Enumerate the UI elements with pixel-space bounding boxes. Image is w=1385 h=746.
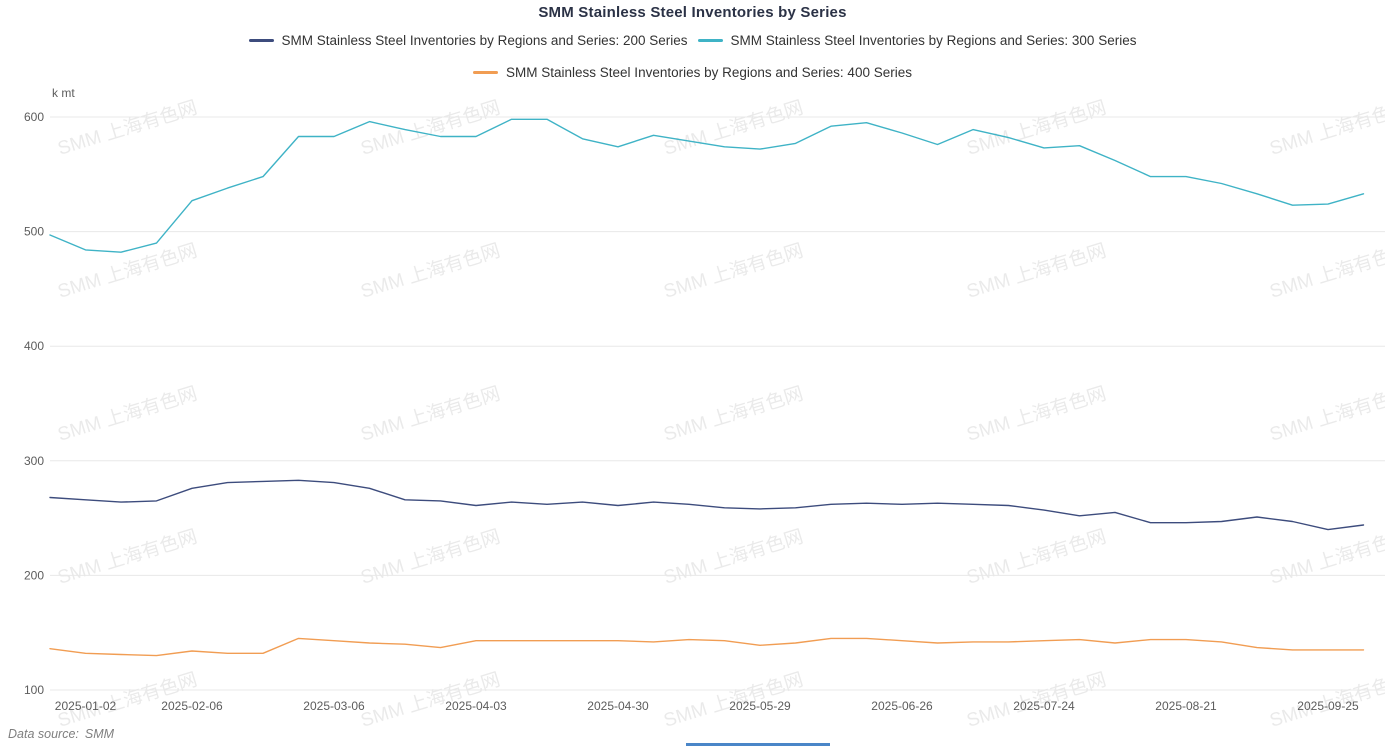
watermark-text: SMM 上海有色网 [358,239,503,302]
legend-label-400-series: SMM Stainless Steel Inventories by Regio… [506,65,912,80]
legend-item-300-series[interactable]: SMM Stainless Steel Inventories by Regio… [697,33,1137,48]
legend-label-300-series: SMM Stainless Steel Inventories by Regio… [730,33,1137,48]
watermark-text: SMM 上海有色网 [661,525,806,588]
x-tick-label: 2025-01-02 [55,699,117,713]
watermark-text: SMM 上海有色网 [358,382,503,445]
x-tick-label: 2025-03-06 [303,699,365,713]
watermark-text: SMM 上海有色网 [358,96,503,159]
bottom-blue-bar [686,743,830,746]
legend-line-marker-400-icon [473,71,499,74]
series-line-0 [49,479,1365,531]
y-axis-unit-label: k mt [52,86,75,100]
x-tick-label: 2025-02-06 [161,699,223,713]
legend-row-1: SMM Stainless Steel Inventories by Regio… [0,33,1385,48]
watermark-text: SMM 上海有色网 [1267,96,1385,159]
watermark-text: SMM 上海有色网 [661,96,806,159]
watermark-text: SMM 上海有色网 [55,525,200,588]
y-tick-label: 100 [24,683,44,697]
x-tick-label: 2025-04-03 [445,699,507,713]
watermark-text: SMM 上海有色网 [1267,239,1385,302]
x-tick-label: 2025-07-24 [1013,699,1075,713]
x-tick-label: 2025-08-21 [1155,699,1217,713]
x-tick-label: 2025-05-29 [729,699,791,713]
y-tick-label: 300 [24,454,44,468]
data-source-value: SMM [84,727,115,741]
y-tick-label: 600 [24,110,44,124]
watermark-text: SMM 上海有色网 [55,239,200,302]
x-tick-label: 2025-04-30 [587,699,649,713]
legend-item-400-series[interactable]: SMM Stainless Steel Inventories by Regio… [473,65,912,80]
data-source-label: Data source: [8,727,79,741]
watermark-text: SMM 上海有色网 [55,382,200,445]
watermark-text: SMM 上海有色网 [55,96,200,159]
legend-row-2: SMM Stainless Steel Inventories by Regio… [0,65,1385,80]
watermark-text: SMM 上海有色网 [358,525,503,588]
watermark-text: SMM 上海有色网 [964,525,1109,588]
watermark-text: SMM 上海有色网 [1267,525,1385,588]
watermark-text: SMM 上海有色网 [1267,382,1385,445]
y-tick-label: 200 [24,568,44,582]
watermark-text: SMM 上海有色网 [964,96,1109,159]
legend-label-200-series: SMM Stainless Steel Inventories by Regio… [281,33,688,48]
chart-title: SMM Stainless Steel Inventories by Serie… [538,4,847,21]
legend-item-200-series[interactable]: SMM Stainless Steel Inventories by Regio… [248,33,688,48]
x-tick-label: 2025-09-25 [1297,699,1359,713]
y-tick-label: 500 [24,225,44,239]
series-line-1 [49,118,1365,253]
data-source-note: Data source: SMM [8,727,114,741]
x-tick-label: 2025-06-26 [871,699,933,713]
series-line-2 [49,637,1365,657]
watermark-text: SMM 上海有色网 [661,382,806,445]
legend-line-marker-300-icon [697,39,723,42]
legend-line-marker-200-icon [248,39,274,42]
watermark-text: SMM 上海有色网 [964,239,1109,302]
watermark-text: SMM 上海有色网 [661,239,806,302]
y-tick-label: 400 [24,339,44,353]
watermark-text: SMM 上海有色网 [964,382,1109,445]
